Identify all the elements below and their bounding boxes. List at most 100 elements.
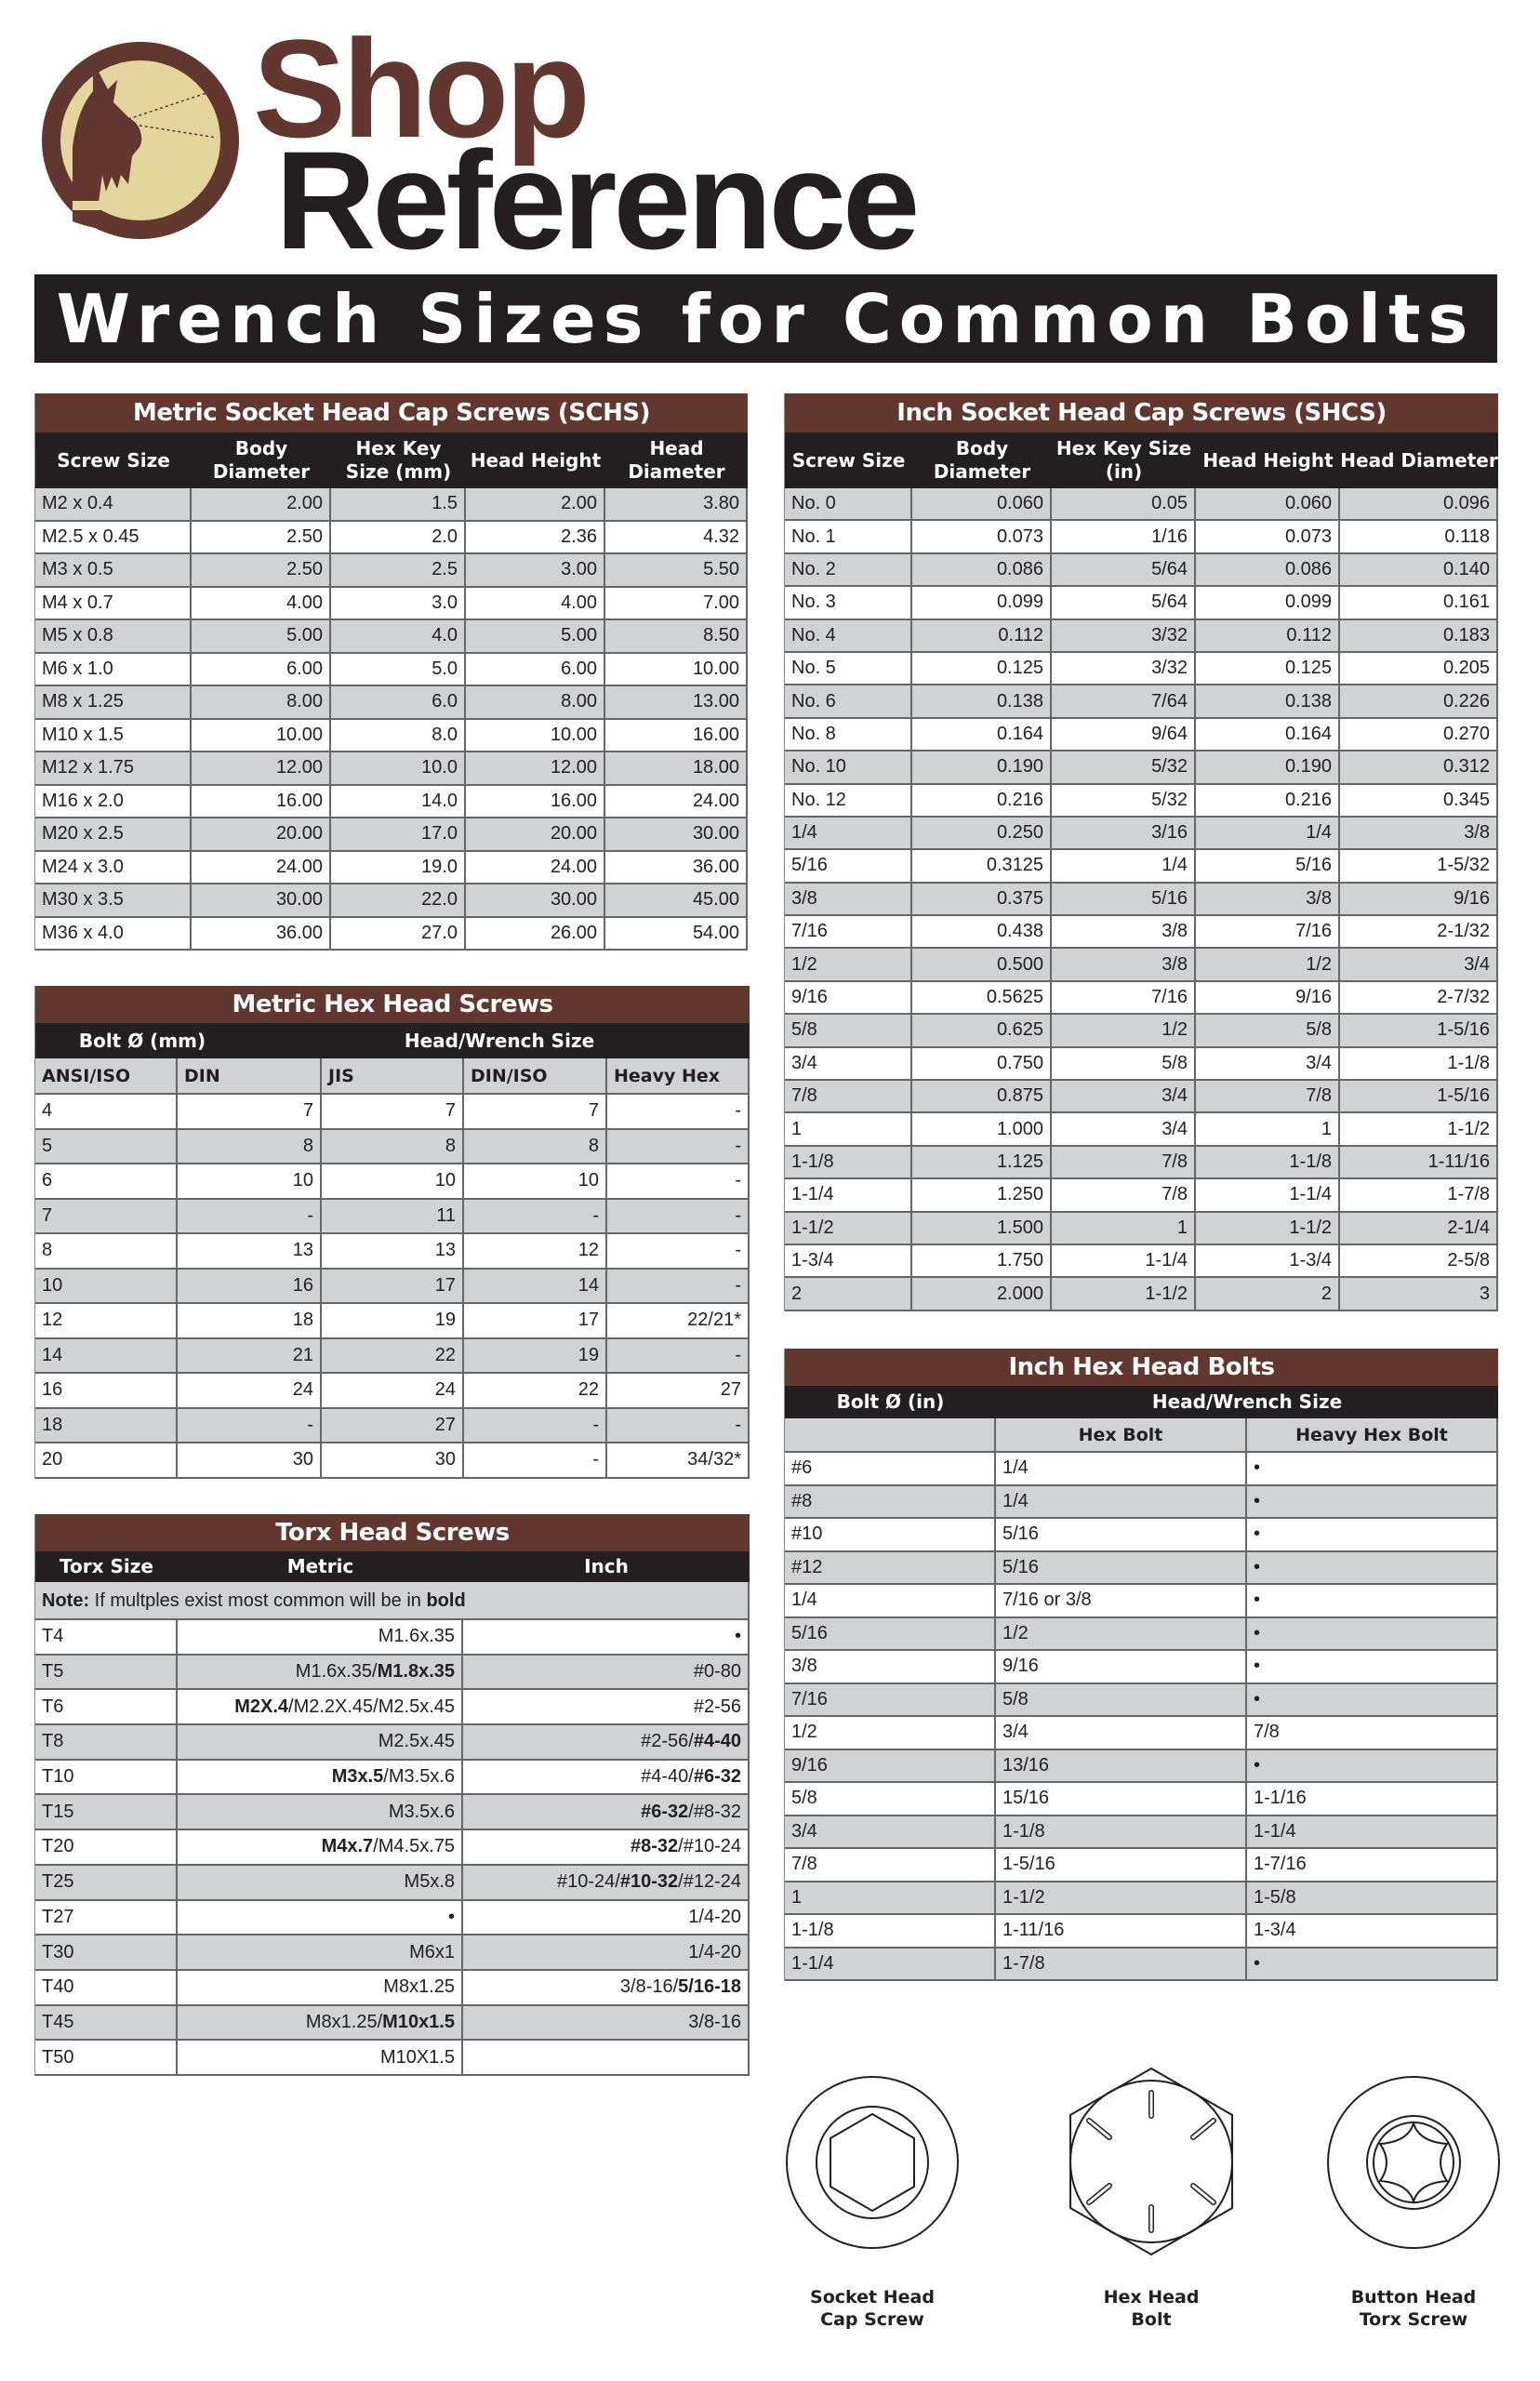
table-cell: 2-1/4 xyxy=(1340,1212,1498,1244)
table-cell: 4.00 xyxy=(192,587,331,619)
table-cell: 1/2 xyxy=(785,1717,996,1749)
table-cell: T4 xyxy=(35,1620,178,1654)
table-cell: 3/32 xyxy=(1052,619,1196,651)
table-cell: #6 xyxy=(785,1453,996,1484)
table-row: 1/4 7/16 or 3/8 • xyxy=(785,1585,1498,1618)
table-cell: 1-1/2 xyxy=(1052,1278,1196,1310)
table-cell: M5x.8 xyxy=(178,1865,463,1899)
table-cell: 12.00 xyxy=(192,752,331,784)
text-segment: T30 xyxy=(42,1941,74,1962)
logo-text-reference: Reference xyxy=(275,122,920,278)
table-cell: 7 xyxy=(322,1095,464,1128)
text-segment: /M4.5x.75 xyxy=(373,1836,455,1857)
table-cell: 17 xyxy=(464,1304,607,1337)
table-cell: 7/8 xyxy=(1247,1717,1498,1749)
table-cell: 0.270 xyxy=(1340,718,1498,751)
table-cell: 14 xyxy=(35,1338,178,1372)
table-title: Metric Socket Head Cap Screws (SCHS) xyxy=(35,393,748,432)
table-cell: 20 xyxy=(35,1443,178,1477)
table-cell: 4 xyxy=(35,1095,178,1128)
table-cell: 7/8 xyxy=(1196,1081,1340,1112)
table-cell: #2-56/#4-40 xyxy=(463,1725,750,1759)
table-row: #12 5/16 • xyxy=(785,1551,1498,1585)
text-segment: M1.8x.35 xyxy=(377,1661,455,1683)
table-cell: 13.00 xyxy=(605,686,748,718)
text-segment: #10-32 xyxy=(619,1871,679,1893)
table-row: M12 x 1.75 12.00 10.0 12.00 18.00 xyxy=(35,752,748,786)
table-cell: 1-1/4 xyxy=(785,1948,996,1979)
table-cell: 27 xyxy=(322,1408,464,1442)
table-cell: 10 xyxy=(322,1164,464,1198)
note-row: Note: If multples exist most common will… xyxy=(35,1582,750,1620)
table-cell: 7/16 or 3/8 xyxy=(996,1585,1247,1616)
group-header: Bolt Ø (mm) xyxy=(78,1029,206,1052)
table-row: M10 x 1.5 10.00 8.0 10.00 16.00 xyxy=(35,719,748,752)
table-cell: 2.00 xyxy=(192,488,331,520)
table-row: No. 2 0.086 5/64 0.086 0.140 xyxy=(785,553,1498,588)
table-cell: 5/16 xyxy=(996,1551,1247,1583)
table-cell: 10.00 xyxy=(466,719,605,751)
table-cell: M3 x 0.5 xyxy=(35,554,192,586)
table-cell: 1-1/2 xyxy=(785,1212,912,1244)
table-cell: 3 xyxy=(1340,1278,1498,1310)
table-cell: 7 xyxy=(35,1199,178,1232)
text-segment: /#12-24 xyxy=(678,1871,741,1893)
text-segment: If multples exist most common will be in xyxy=(89,1590,427,1611)
table-cell: M16 x 2.0 xyxy=(35,785,192,817)
table-row: 16 24 24 22 27 xyxy=(35,1374,750,1409)
table-cell: 4.0 xyxy=(331,620,466,652)
table-cell: 3/4 xyxy=(785,1047,912,1080)
column-header-row: Hex Bolt Heavy Hex Bolt xyxy=(785,1418,1498,1453)
table-cell: 16 xyxy=(35,1374,178,1407)
table-row: No. 12 0.216 5/32 0.216 0.345 xyxy=(785,784,1498,818)
table-cell: T50 xyxy=(35,2041,178,2074)
table-cell: 16.00 xyxy=(192,785,331,817)
table-cell: T25 xyxy=(35,1865,178,1899)
table-cell: 7 xyxy=(464,1095,607,1128)
table-cell: #10-24/#10-32/#12-24 xyxy=(463,1865,750,1899)
table-cell: 8 xyxy=(35,1234,178,1268)
column-header: Screw Size xyxy=(57,448,170,472)
table-cell: 10.00 xyxy=(605,653,748,685)
table-row: T10 M3x.5/M3.5x.6 #4-40/#6-32 xyxy=(35,1760,750,1796)
table-cell: 22/21* xyxy=(607,1304,750,1337)
table-cell: M36 x 4.0 xyxy=(35,917,192,949)
table-row: M16 x 2.0 16.00 14.0 16.00 24.00 xyxy=(35,785,748,818)
table-cell: M2 x 0.4 xyxy=(35,488,192,520)
table-cell: 3/8-16/5/16-18 xyxy=(463,1970,750,2004)
table-cell: 0.190 xyxy=(912,752,1052,783)
table-cell: 0.345 xyxy=(1340,784,1498,816)
table-row: M2 x 0.4 2.00 1.5 2.00 3.80 xyxy=(35,488,748,522)
table-cell: 1-1/2 xyxy=(996,1882,1247,1913)
table-cell: 0.750 xyxy=(912,1047,1052,1080)
table-cell: 1/2 xyxy=(1196,949,1340,980)
group-header: Bolt Ø (in) xyxy=(836,1390,945,1413)
table-cell: 9/64 xyxy=(1052,718,1196,751)
table-cell: - xyxy=(464,1199,607,1232)
table-cell: 17.0 xyxy=(331,818,466,850)
table-cell: 5.00 xyxy=(192,620,331,652)
table-cell: 3/4 xyxy=(1052,1081,1196,1112)
table-cell: 1/2 xyxy=(1052,1015,1196,1046)
column-header: Head Diameter xyxy=(628,437,725,483)
table-row: No. 5 0.125 3/32 0.125 0.205 xyxy=(785,652,1498,686)
table-cell: 1-1/8 xyxy=(785,1915,996,1947)
table-cell: 3/32 xyxy=(1052,652,1196,685)
table-row: M36 x 4.0 36.00 27.0 26.00 54.00 xyxy=(35,917,748,951)
table-cell: 3/4 xyxy=(785,1816,996,1847)
table-cell: 5/64 xyxy=(1052,553,1196,586)
table-cell: 1-1/4 xyxy=(1052,1244,1196,1277)
table-cell: No. 3 xyxy=(785,587,912,619)
table-cell: 1.000 xyxy=(912,1113,1052,1145)
table-row: No. 4 0.112 3/32 0.112 0.183 xyxy=(785,619,1498,653)
table-cell: 1.250 xyxy=(912,1179,1052,1211)
table-cell: No. 5 xyxy=(785,652,912,685)
table-title: Torx Head Screws xyxy=(35,1514,750,1551)
text-segment: T8 xyxy=(42,1731,64,1752)
table-row: 3/4 0.750 5/8 3/4 1-1/8 xyxy=(785,1047,1498,1082)
table-cell: 3/8 xyxy=(1052,949,1196,980)
table-cell: 0.216 xyxy=(912,784,1052,816)
table-cell: 6.00 xyxy=(466,653,605,685)
table-cell: 3.00 xyxy=(466,554,605,586)
table-row: 3/4 1-1/8 1-1/4 xyxy=(785,1816,1498,1849)
